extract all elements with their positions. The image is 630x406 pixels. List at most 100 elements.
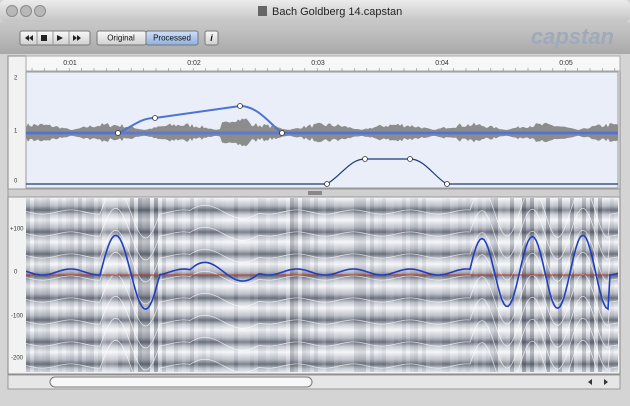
spectrogram-column — [542, 198, 546, 372]
spectrogram-column — [458, 198, 462, 372]
spectrogram-column — [330, 198, 334, 372]
spectrogram-column — [346, 198, 350, 372]
harmonic-line — [26, 251, 618, 305]
spectrogram-column — [438, 198, 442, 372]
spectrogram-column — [326, 198, 330, 372]
spectrogram-column — [290, 198, 294, 372]
spectrogram-column — [354, 198, 358, 372]
spectrogram-column — [570, 198, 574, 372]
spectrogram-column — [226, 198, 230, 372]
control-point[interactable] — [324, 181, 330, 187]
play-button[interactable] — [57, 35, 63, 41]
spectrogram-column — [402, 198, 406, 372]
spectrogram-column — [270, 198, 274, 372]
spectrogram-column — [362, 198, 366, 372]
spectrogram-column — [522, 198, 526, 372]
spectrogram-column — [94, 198, 98, 372]
spectrogram-column — [306, 198, 310, 372]
harmonic-line — [26, 207, 618, 261]
spectrogram-column — [274, 198, 278, 372]
spectrogram-column — [414, 198, 418, 372]
spectrogram-column — [478, 198, 482, 372]
spectrogram-column — [78, 198, 82, 372]
spectrogram-column — [202, 198, 206, 372]
scroll-thumb[interactable] — [49, 376, 313, 388]
spectrogram-column — [410, 198, 414, 372]
tempo-axis-label: 2 — [14, 76, 18, 82]
spectrogram-column — [530, 198, 534, 372]
tempo-curve[interactable] — [26, 104, 618, 134]
spectrogram-column — [406, 198, 410, 372]
spectrogram-column — [494, 198, 498, 372]
spectrogram-column — [298, 198, 302, 372]
spectrogram-column — [334, 198, 338, 372]
control-point[interactable] — [407, 156, 413, 162]
spectrogram-column — [126, 198, 130, 372]
spectrogram-column — [434, 198, 438, 372]
spectrogram-column — [86, 198, 90, 372]
control-point[interactable] — [362, 156, 368, 162]
info-button[interactable] — [204, 30, 219, 46]
envelope-curve[interactable] — [26, 158, 618, 185]
spectrogram-column — [74, 198, 78, 372]
spectrogram-column — [162, 198, 166, 372]
spectrogram-column — [262, 198, 266, 372]
minimize-button[interactable] — [20, 5, 32, 17]
tempo-axis-label: 0 — [14, 179, 18, 185]
spectrogram-column — [394, 198, 398, 372]
spectrogram-column — [358, 198, 362, 372]
spectrogram-column — [118, 198, 122, 372]
spectrogram-column — [610, 198, 614, 372]
ruler-ticks — [31, 68, 616, 71]
spectrogram-column — [502, 198, 506, 372]
document-icon — [258, 6, 267, 16]
transport-controls — [19, 30, 91, 46]
fast-forward-button[interactable] — [73, 35, 81, 41]
pitch-curve[interactable] — [26, 234, 618, 311]
close-button[interactable] — [6, 5, 18, 17]
ruler-label: 0:02 — [187, 60, 201, 67]
harmonic-lines — [26, 198, 618, 372]
control-point[interactable] — [444, 181, 450, 187]
pitch-axis-label: -200 — [11, 356, 24, 362]
spectrogram-column — [70, 198, 74, 372]
spectrogram-column — [54, 198, 58, 372]
control-point[interactable] — [279, 130, 285, 136]
control-point[interactable] — [152, 115, 158, 121]
splitter-handle[interactable] — [308, 191, 322, 195]
zoom-button[interactable] — [34, 5, 46, 17]
harmonic-line — [26, 295, 618, 349]
spectrogram-column — [466, 198, 470, 372]
rewind-button[interactable] — [25, 35, 33, 41]
spectrogram-column — [490, 198, 494, 372]
ruler-label: 0:04 — [435, 60, 449, 67]
spectrogram-column — [234, 198, 238, 372]
spectrogram-column — [194, 198, 198, 372]
spectrogram-column — [366, 198, 370, 372]
control-point[interactable] — [115, 130, 121, 136]
spectrogram-column — [38, 198, 42, 372]
harmonic-line — [26, 273, 618, 327]
spectrogram-column — [110, 198, 114, 372]
spectrogram-column — [398, 198, 402, 372]
spectrogram-column — [198, 198, 202, 372]
harmonic-line — [26, 229, 618, 283]
spectrogram-column — [510, 198, 514, 372]
spectrogram-column — [122, 198, 126, 372]
app-logo: capstan — [531, 24, 614, 49]
control-point[interactable] — [237, 103, 243, 109]
scroll-arrows[interactable] — [588, 379, 608, 385]
harmonic-line — [26, 317, 618, 371]
processed-button[interactable] — [145, 30, 199, 46]
spectrogram-column — [218, 198, 222, 372]
spectrogram-column — [246, 198, 250, 372]
stop-button[interactable] — [41, 35, 47, 41]
spectrogram-column — [586, 198, 590, 372]
spectrogram-column — [166, 198, 170, 372]
spectrogram-column — [254, 198, 258, 372]
spectrogram-column — [446, 198, 450, 372]
spectrogram-column — [602, 198, 606, 372]
pitch-axis-label: -100 — [11, 314, 24, 320]
spectrogram-column — [590, 198, 594, 372]
